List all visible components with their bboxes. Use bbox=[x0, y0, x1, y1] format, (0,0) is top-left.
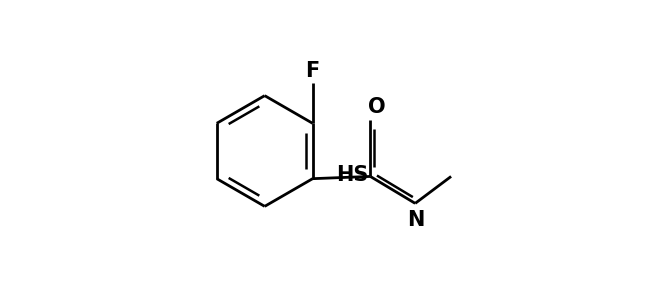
Text: O: O bbox=[368, 97, 386, 117]
Text: HS: HS bbox=[336, 165, 368, 185]
Text: F: F bbox=[306, 61, 320, 82]
Text: N: N bbox=[407, 210, 425, 230]
